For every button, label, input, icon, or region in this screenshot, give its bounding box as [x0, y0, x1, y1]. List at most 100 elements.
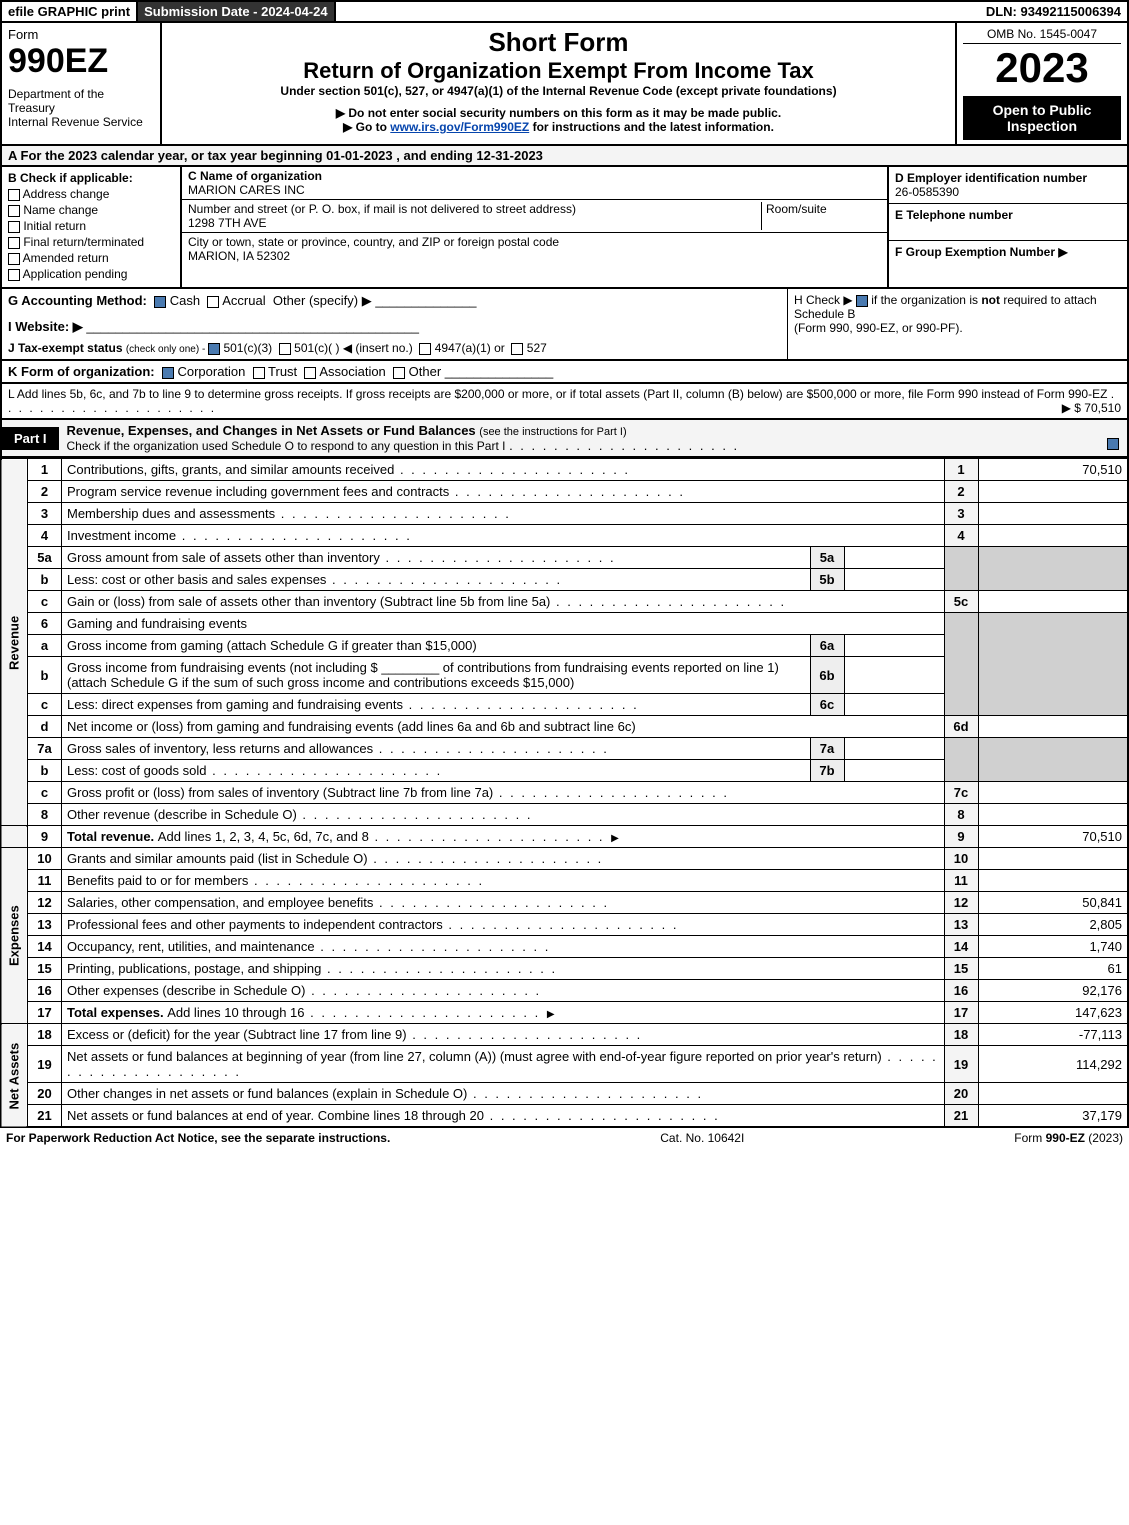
footer-form-ref: Form 990-EZ (2023) [1014, 1131, 1123, 1145]
irs-link[interactable]: www.irs.gov/Form990EZ [390, 120, 529, 134]
row-a-tax-year: A For the 2023 calendar year, or tax yea… [0, 146, 1129, 167]
check-association[interactable] [304, 367, 316, 379]
row-gh: G Accounting Method: Cash Accrual Other … [0, 289, 1129, 361]
line-7c: Gross profit or (loss) from sales of inv… [67, 785, 729, 800]
part1-header: Part I Revenue, Expenses, and Changes in… [0, 420, 1129, 458]
city-value: MARION, IA 52302 [188, 249, 290, 263]
efile-label[interactable]: efile GRAPHIC print [2, 2, 138, 21]
check-schedule-b-not-required[interactable] [856, 295, 868, 307]
i-label: I Website: ▶ [8, 319, 83, 334]
b-title: B Check if applicable: [8, 171, 133, 185]
line-3-amount [978, 503, 1128, 525]
line-7a: Gross sales of inventory, less returns a… [67, 741, 609, 756]
line-6c-amount [844, 694, 944, 716]
line-5a: Gross amount from sale of assets other t… [67, 550, 616, 565]
line-7b: Less: cost of goods sold [67, 763, 442, 778]
part1-title: Revenue, Expenses, and Changes in Net As… [67, 423, 480, 438]
footer-left: For Paperwork Reduction Act Notice, see … [6, 1131, 390, 1145]
line-7b-amount [844, 760, 944, 782]
line-15-amount: 61 [978, 958, 1128, 980]
dln-label: DLN: 93492115006394 [980, 2, 1127, 21]
check-schedule-o-used[interactable] [1107, 438, 1119, 450]
part1-check-text: Check if the organization used Schedule … [67, 439, 506, 453]
under-section: Under section 501(c), 527, or 4947(a)(1)… [168, 84, 949, 98]
line-7a-amount [844, 738, 944, 760]
line-12: Salaries, other compensation, and employ… [67, 895, 609, 910]
line-5c-amount [978, 591, 1128, 613]
line-6d-amount [978, 716, 1128, 738]
line-17-amount: 147,623 [978, 1002, 1128, 1024]
k-label: K Form of organization: [8, 364, 155, 379]
check-application-pending[interactable] [8, 269, 20, 281]
line-19: Net assets or fund balances at beginning… [67, 1049, 938, 1079]
check-trust[interactable] [253, 367, 265, 379]
line-5c: Gain or (loss) from sale of assets other… [67, 594, 786, 609]
check-527[interactable] [511, 343, 523, 355]
line-6c: Less: direct expenses from gaming and fu… [67, 697, 639, 712]
footer-cat-no: Cat. No. 10642I [660, 1131, 744, 1145]
line-20-amount [978, 1083, 1128, 1105]
line-6a-amount [844, 635, 944, 657]
line-16: Other expenses (describe in Schedule O) [67, 983, 541, 998]
line-4: Investment income [67, 528, 412, 543]
check-corporation[interactable] [162, 367, 174, 379]
line-1: Contributions, gifts, grants, and simila… [67, 462, 630, 477]
line-18: Excess or (deficit) for the year (Subtra… [67, 1027, 642, 1042]
f-label: F Group Exemption Number ▶ [895, 245, 1068, 259]
check-501c3[interactable] [208, 343, 220, 355]
row-l: L Add lines 5b, 6c, and 7b to line 9 to … [0, 384, 1129, 420]
check-name-change[interactable] [8, 205, 20, 217]
netassets-section-label: Net Assets [1, 1024, 28, 1128]
ssn-warning: ▶ Do not enter social security numbers o… [168, 106, 949, 120]
line-6a: Gross income from gaming (attach Schedul… [62, 635, 811, 657]
org-name: MARION CARES INC [188, 183, 305, 197]
dept-label: Department of the Treasury [8, 87, 104, 115]
e-label: E Telephone number [895, 208, 1013, 222]
irs-label: Internal Revenue Service [8, 115, 143, 129]
expenses-section-label: Expenses [1, 848, 28, 1024]
line-15: Printing, publications, postage, and shi… [67, 961, 557, 976]
form-number: 990EZ [8, 42, 154, 81]
section-bcdef: B Check if applicable: Address change Na… [0, 167, 1129, 289]
tax-year: 2023 [963, 44, 1121, 92]
line-10-amount [978, 848, 1128, 870]
check-initial-return[interactable] [8, 221, 20, 233]
check-amended-return[interactable] [8, 253, 20, 265]
city-label: City or town, state or province, country… [188, 235, 559, 249]
ein-value: 26-0585390 [895, 185, 959, 199]
line-8-amount [978, 804, 1128, 826]
line-18-amount: -77,113 [978, 1024, 1128, 1046]
main-title: Return of Organization Exempt From Incom… [168, 58, 949, 84]
line-5b-amount [844, 569, 944, 591]
submission-date-button[interactable]: Submission Date - 2024-04-24 [138, 2, 336, 21]
check-final-return[interactable] [8, 237, 20, 249]
line-2: Program service revenue including govern… [67, 484, 685, 499]
l-amount: ▶ $ 70,510 [1062, 401, 1121, 415]
check-accrual[interactable] [207, 296, 219, 308]
page-footer: For Paperwork Reduction Act Notice, see … [0, 1128, 1129, 1148]
d-label: D Employer identification number [895, 171, 1087, 185]
line-1-amount: 70,510 [978, 459, 1128, 481]
line-13: Professional fees and other payments to … [67, 917, 679, 932]
form-word: Form [8, 27, 154, 42]
line-6d: Net income or (loss) from gaming and fun… [62, 716, 945, 738]
part1-tab: Part I [2, 427, 59, 450]
line-9: Add lines 1, 2, 3, 4, 5c, 6d, 7c, and 8 [158, 829, 605, 844]
line-8: Other revenue (describe in Schedule O) [67, 807, 533, 822]
check-501c[interactable] [279, 343, 291, 355]
check-address-change[interactable] [8, 189, 20, 201]
street-label: Number and street (or P. O. box, if mail… [188, 202, 576, 216]
check-4947a1[interactable] [419, 343, 431, 355]
room-label: Room/suite [766, 202, 827, 216]
top-bar: efile GRAPHIC print Submission Date - 20… [0, 0, 1129, 23]
line-19-amount: 114,292 [978, 1046, 1128, 1083]
check-other-org[interactable] [393, 367, 405, 379]
line-6b-amount [844, 657, 944, 694]
line-14-amount: 1,740 [978, 936, 1128, 958]
line-4-amount [978, 525, 1128, 547]
short-form-title: Short Form [168, 27, 949, 58]
street-value: 1298 7TH AVE [188, 216, 267, 230]
c-label: C Name of organization [188, 169, 322, 183]
check-cash[interactable] [154, 296, 166, 308]
omb-number: OMB No. 1545-0047 [963, 27, 1121, 44]
